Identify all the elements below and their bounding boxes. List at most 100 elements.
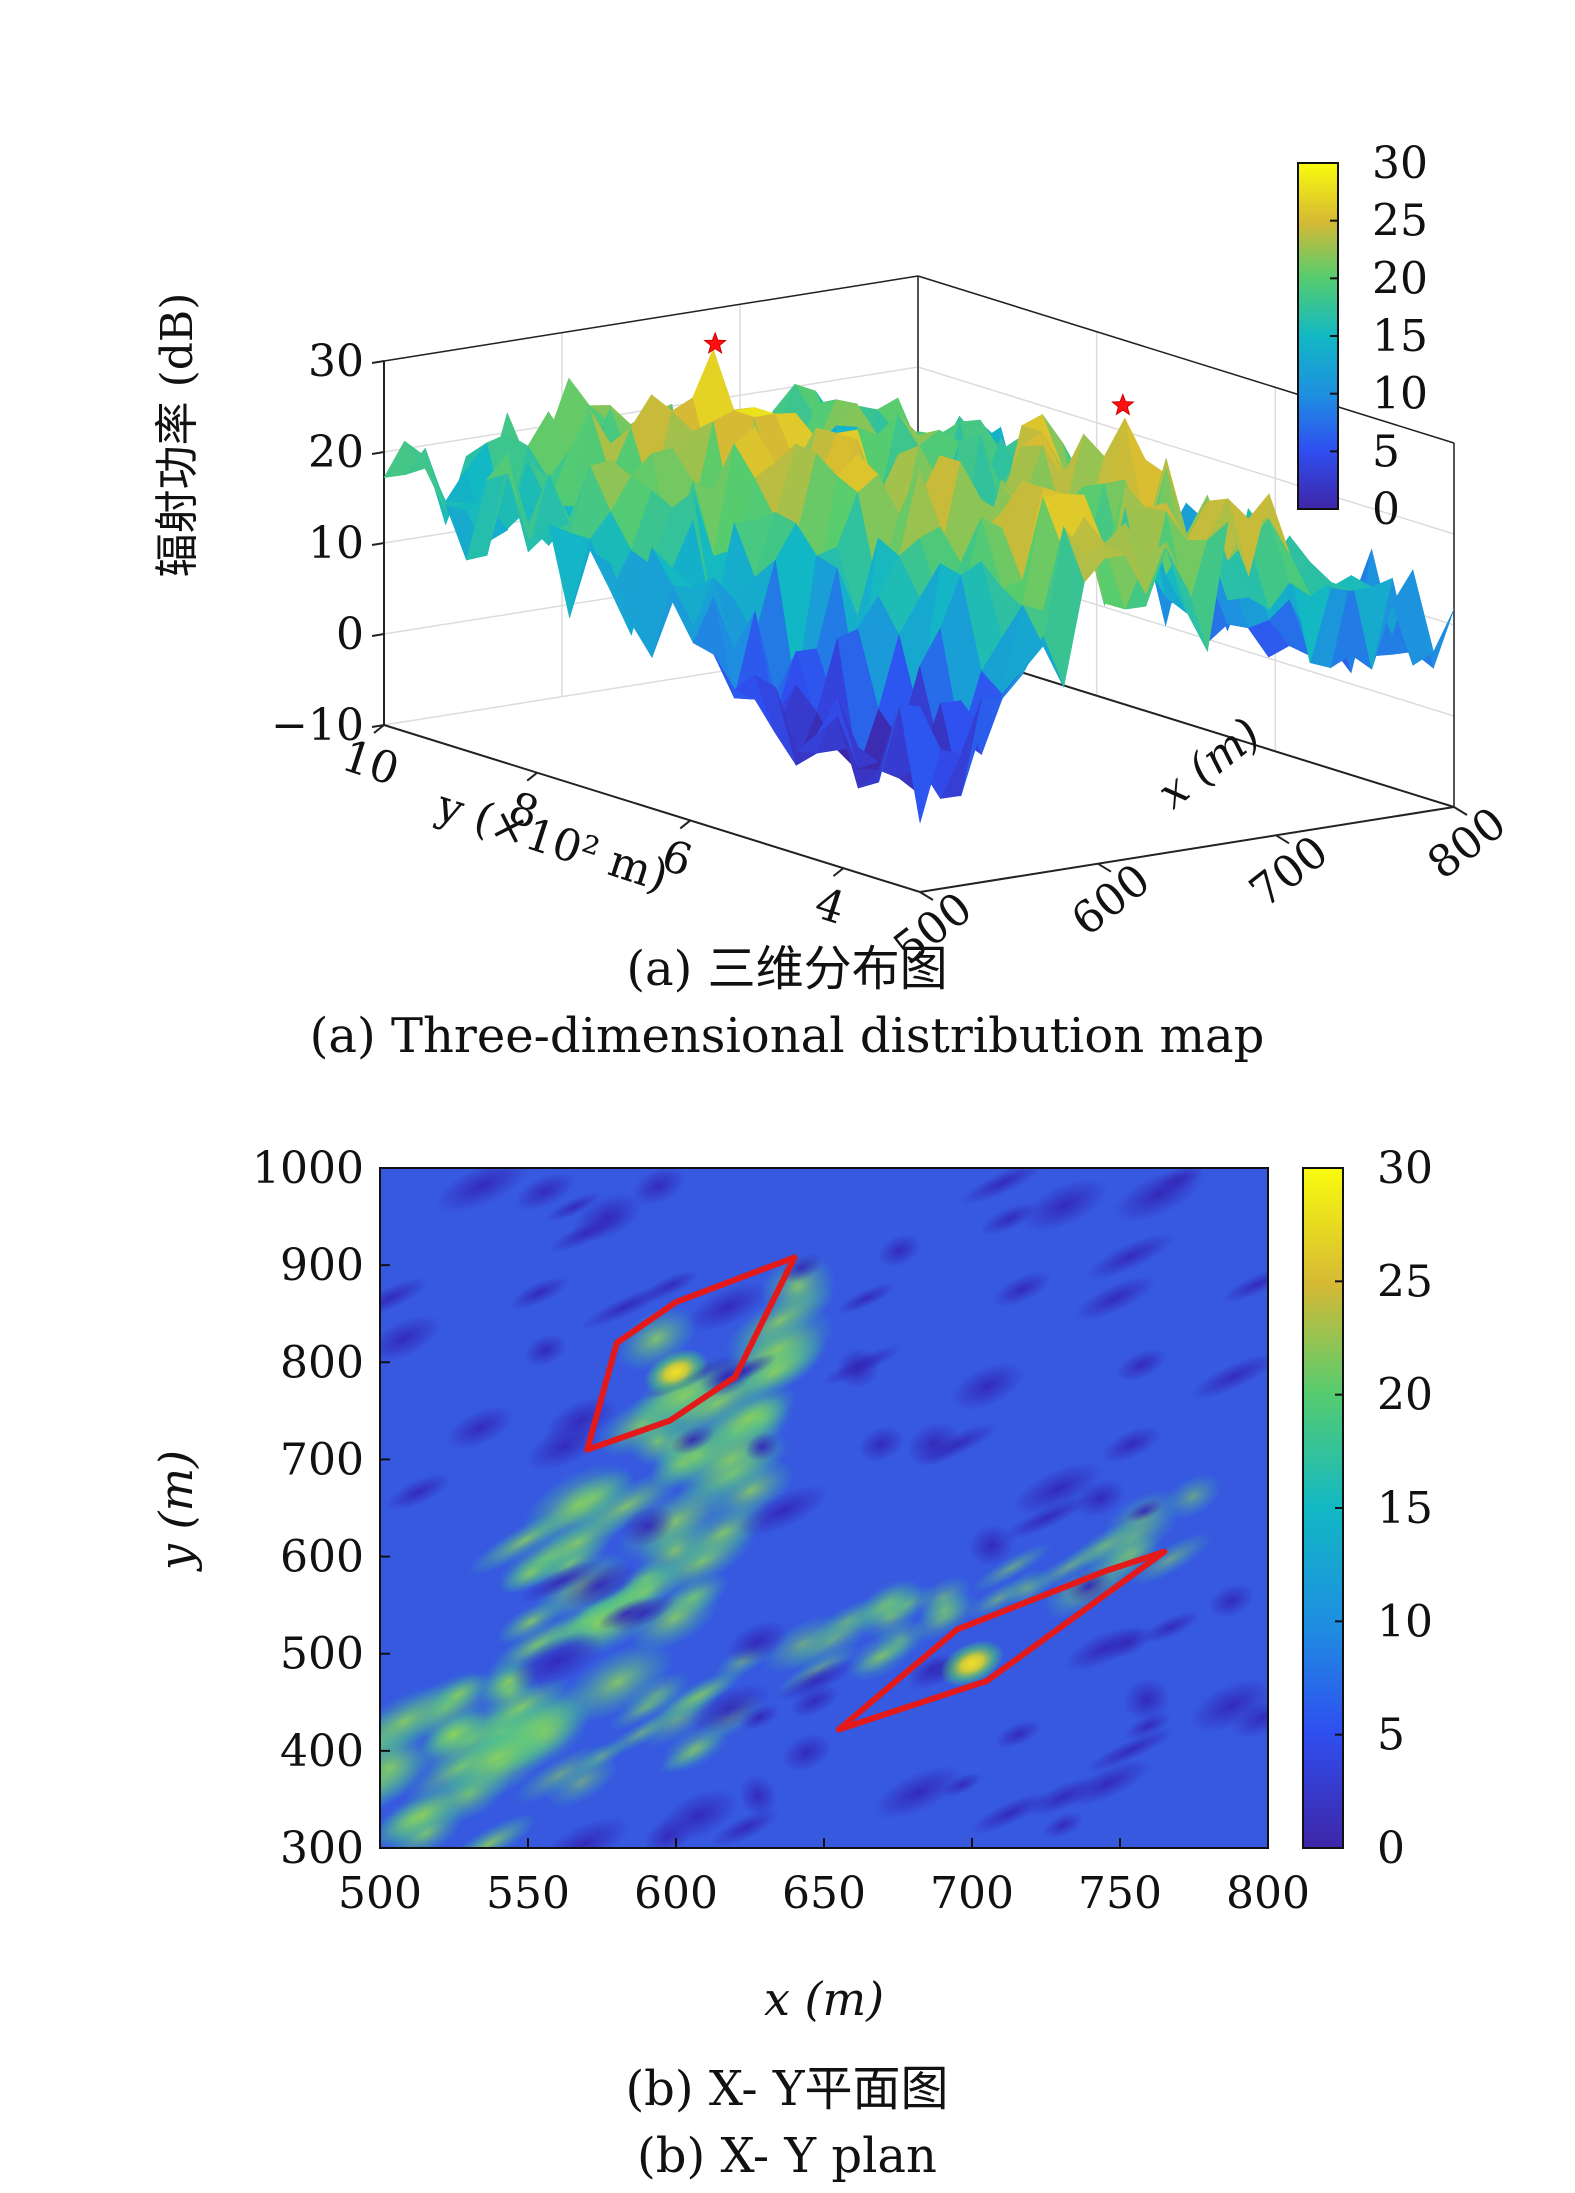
heatmap-cool-patch (687, 1682, 771, 1735)
caption-b-cn: (b) X- Y平面图 (625, 2061, 948, 2117)
colorbar-tick-label: 20 (1377, 1370, 1433, 1421)
colorbar-tick-label: 25 (1372, 196, 1428, 247)
heatmap-cool-patch (738, 1484, 829, 1537)
heatmap-cool-patch (1021, 1178, 1108, 1233)
heatmap-cool-patch (915, 1422, 1000, 1466)
heatmap-cool-patch (508, 1276, 570, 1310)
heatmap-warm-patch (628, 1584, 721, 1652)
heatmap-warm-patch (861, 1592, 920, 1641)
y-tick-label: 4 (809, 878, 851, 935)
x-tick-label: 550 (486, 1868, 570, 1919)
heatmap-cool-patch (1123, 1677, 1171, 1722)
heatmap-cool-patch (386, 1473, 452, 1511)
heatmap-cool-patch (519, 1559, 604, 1603)
x-tick-labels-b: 500 550 600 650 700 750 800 (338, 1838, 1310, 1919)
x-tick-label: 700 (930, 1868, 1014, 1919)
x-tick-label: 650 (782, 1868, 866, 1919)
heatmap-cool-patch (959, 1168, 1046, 1205)
heatmap-cool-patch (1124, 1711, 1172, 1740)
x-tick (1097, 862, 1112, 873)
x-tick-label: 800 (1226, 1868, 1310, 1919)
heatmap-cool-patch (994, 1719, 1042, 1749)
surface-facet (899, 703, 941, 823)
heatmap-cool-patch (644, 1817, 692, 1848)
colorbar-tick-label: 30 (1372, 138, 1428, 189)
heatmap-cool-patch (380, 1277, 429, 1319)
y-tick (373, 724, 385, 734)
x-tick (1275, 834, 1290, 845)
heatmap-cool-patch (777, 1659, 856, 1702)
z-axis-label: 辐射功率 (dB) (152, 293, 203, 578)
caption-a-cn: (a) 三维分布图 (626, 941, 947, 997)
surface-plot (383, 348, 1455, 823)
caption-b-en: (b) X- Y plan (637, 2128, 937, 2184)
heatmap-warm-patch (512, 1744, 607, 1805)
axis-edge (919, 806, 1455, 893)
x-axis-label: x (m) (1148, 708, 1270, 819)
heatmap-cool-patch (1085, 1232, 1176, 1281)
heatmap-cool-patch (781, 1733, 832, 1772)
heatmap-warm-patch (1066, 1519, 1145, 1571)
y-tick-label: 900 (280, 1240, 364, 1291)
heatmap-cool-patch (789, 1684, 840, 1718)
axis-edge (383, 275, 919, 362)
heatmap-field (380, 1168, 1268, 1848)
heatmap-cool-patch (670, 1425, 715, 1455)
peak-marker (703, 331, 727, 355)
colorbar-tick-label: 0 (1377, 1823, 1405, 1874)
z-tick-label: −10 (271, 700, 364, 751)
heatmap-cool-patch (992, 1271, 1052, 1307)
heatmap-cool-patch (877, 1233, 922, 1268)
heatmap-cool-patch (445, 1406, 515, 1450)
y-tick-label: 300 (280, 1823, 364, 1874)
z-tick-label: 20 (308, 427, 364, 478)
region-outlines (584, 1254, 1168, 1733)
y-tick-label: 800 (280, 1337, 364, 1388)
colorbar-tick-label: 5 (1372, 426, 1400, 477)
z-tick-labels: −10 0 10 20 30 (271, 336, 385, 751)
z-tick (371, 633, 385, 637)
heatmap-cool-patch (547, 1212, 627, 1254)
heatmap-cool-patch (950, 1361, 1025, 1411)
heatmap-cool-patch (546, 1192, 602, 1222)
y-tick-label: 700 (280, 1434, 364, 1485)
z-tick-label: 0 (336, 609, 364, 660)
heatmap-cool-patch (1221, 1265, 1268, 1303)
x-tick (1453, 806, 1468, 816)
colorbar-tick-label: 15 (1372, 311, 1428, 362)
heatmap-cool-patch (836, 1282, 897, 1315)
heatmap-warm-patch (380, 1685, 456, 1758)
hotspot (644, 1348, 708, 1396)
heatmap-warm-patch (1163, 1473, 1222, 1520)
heatmap-cool-patch (739, 1774, 778, 1818)
heatmap-cool-patch (821, 1344, 903, 1386)
x-tick-labels: 500 600 700 800 (884, 798, 1516, 975)
axis-edge (917, 275, 1455, 444)
x-tick-label: 700 (1240, 826, 1338, 918)
z-tick-label: 30 (308, 336, 364, 387)
heatmap-cool-patch (1188, 1678, 1268, 1734)
axis-edge (383, 724, 921, 893)
heatmap-cool-patch (610, 1594, 676, 1633)
heatmap-cool-patch (872, 1765, 964, 1820)
heatmap-cool-patch (968, 1524, 1015, 1567)
heatmap-cool-patch (643, 1270, 699, 1301)
heatmap-cool-patch (1189, 1353, 1268, 1400)
heatmap-cool-patch (858, 1425, 904, 1463)
y-tick-label: 1000 (252, 1143, 364, 1194)
y-tick-label: 400 (280, 1726, 364, 1777)
heatmap-cool-patch (380, 1314, 442, 1363)
colorbar-tick-label: 25 (1377, 1256, 1433, 1307)
z-tick (371, 360, 385, 364)
heatmap-warm-patch (608, 1684, 683, 1731)
y-tick-label: 500 (280, 1629, 364, 1680)
heatmap-warm-patch (472, 1676, 569, 1739)
y-tick (526, 771, 538, 782)
heatmap-warm-patch (845, 1631, 914, 1683)
heatmap-warm-patch (658, 1667, 747, 1722)
heatmap-warm-patch (1128, 1532, 1213, 1587)
heatmap-cool-patch (941, 1772, 983, 1797)
y-tick-labels-b: 300 400 500 600 700 800 900 1000 (252, 1143, 390, 1874)
peak-marker (1111, 392, 1135, 416)
heatmap-cool-patch (1208, 1583, 1255, 1618)
